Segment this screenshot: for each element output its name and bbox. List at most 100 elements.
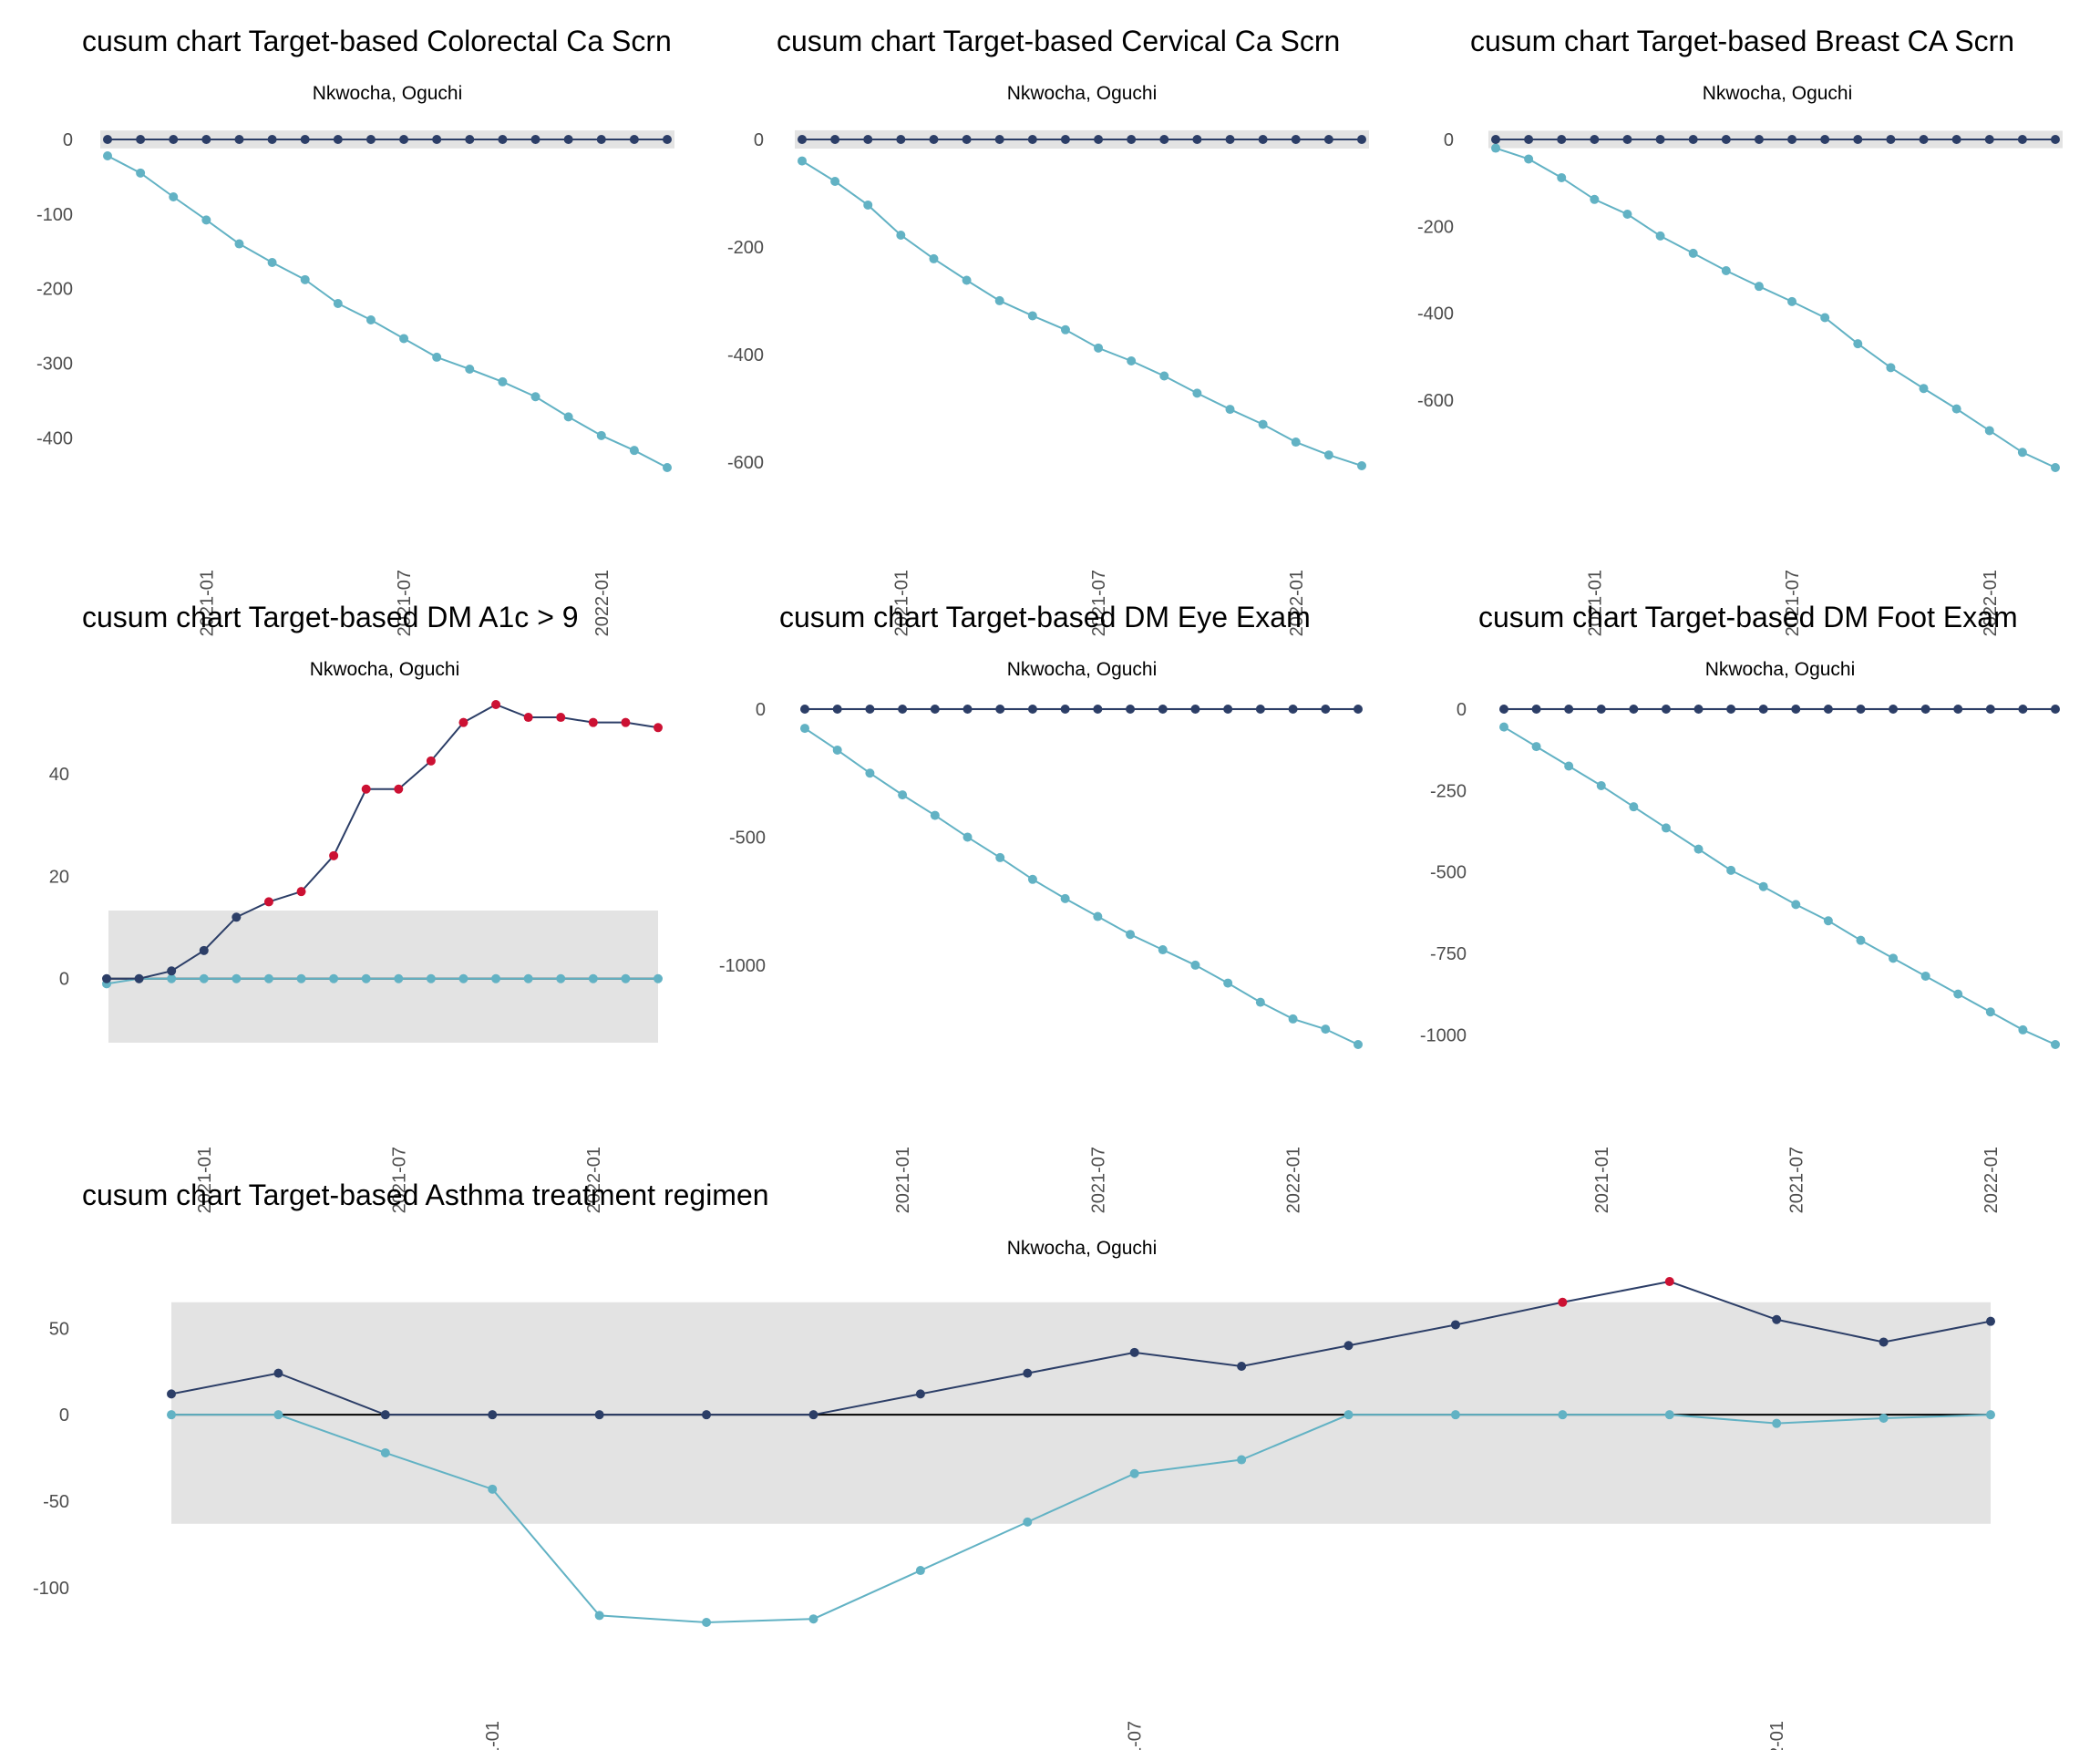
- upper-cusum-point: [2018, 705, 2028, 714]
- lower-cusum-point: [994, 295, 1004, 305]
- lower-cusum-point: [1531, 742, 1541, 752]
- y-tick-label: -100: [36, 205, 73, 225]
- upper-cusum-point: [498, 135, 508, 144]
- lower-cusum-point: [1879, 1413, 1889, 1423]
- x-tick-label: 2021-01: [893, 1147, 913, 1213]
- lower-cusum-point: [201, 215, 211, 225]
- upper-cusum-point: [1726, 705, 1736, 714]
- lower-cusum-point: [1524, 154, 1534, 164]
- upper-cusum-point: [830, 135, 840, 144]
- upper-cusum-point: [333, 135, 343, 144]
- upper-cusum-point: [1357, 135, 1366, 144]
- lower-cusum-point: [1223, 978, 1233, 988]
- x-tick-label: 2021-01: [1592, 1147, 1612, 1213]
- upper-cusum-point: [1159, 135, 1169, 144]
- lower-cusum-point: [629, 446, 639, 456]
- lower-cusum-point: [365, 315, 376, 324]
- plot-area: 0 -500 -1000 2021-01 2021-07 2022-01: [719, 700, 1363, 1213]
- lower-cusum-point: [808, 1614, 818, 1624]
- upper-cusum-point: [1886, 135, 1896, 144]
- lower-cusum-point: [1564, 761, 1574, 771]
- panel-subtitle: Nkwocha, Oguchi: [1705, 659, 1856, 680]
- lower-cusum-point: [1758, 881, 1768, 891]
- upper-cusum-point: [1985, 705, 1995, 714]
- lower-cusum-point: [1258, 419, 1268, 429]
- upper-cusum-point: [432, 135, 442, 144]
- upper-cusum-point: [896, 135, 906, 144]
- y-tick-label: -1000: [719, 956, 766, 976]
- upper-cusum-point: [563, 135, 573, 144]
- lower-cusum-point: [267, 258, 277, 267]
- upper-cusum-point: [267, 135, 277, 144]
- upper-cusum-point: [1820, 135, 1830, 144]
- lower-cusum-point: [1323, 450, 1333, 460]
- upper-cusum-point: [594, 1410, 604, 1420]
- lower-cusum-line: [801, 160, 1363, 467]
- upper-cusum-point: [962, 135, 972, 144]
- control-limit-band: [108, 910, 658, 1043]
- lower-cusum-point: [1920, 971, 1930, 981]
- lower-cusum-point: [103, 151, 112, 160]
- upper-cusum-point: [1721, 135, 1731, 144]
- plot-area: 0 -250 -500 -750 -1000 2021-01 2021-07 2022-01: [1420, 700, 2060, 1213]
- lower-cusum-point: [1450, 1410, 1460, 1420]
- lower-cusum-point: [1060, 893, 1070, 903]
- lower-cusum-point: [1622, 210, 1632, 220]
- upper-cusum-point: [103, 135, 112, 144]
- upper-cusum-line: [170, 1280, 1992, 1416]
- upper-cusum-point: [1127, 135, 1137, 144]
- upper-cusum-point: [1291, 135, 1301, 144]
- lower-cusum-point: [491, 973, 501, 983]
- lower-cusum-line: [171, 1414, 1992, 1624]
- lower-cusum-point: [1791, 900, 1801, 910]
- upper-cusum-point: [1951, 135, 1961, 144]
- lower-cusum-point: [1558, 1410, 1568, 1420]
- upper-cusum-point: [1192, 135, 1202, 144]
- lower-cusum-point: [1093, 911, 1103, 921]
- lower-cusum-point: [1853, 339, 1863, 349]
- upper-cusum-point: [530, 135, 540, 144]
- lower-cusum-point: [1721, 266, 1731, 275]
- lower-cusum-point: [167, 1410, 176, 1420]
- y-tick-label: 0: [1457, 700, 1467, 720]
- y-tick-label: 0: [1444, 130, 1454, 150]
- panel-subtitle: Nkwocha, Oguchi: [313, 83, 463, 104]
- lower-cusum-point: [995, 852, 1005, 862]
- signal-point: [588, 717, 598, 727]
- panel-subtitle: Nkwocha, Oguchi: [1703, 83, 1853, 104]
- lower-cusum-point: [380, 1447, 390, 1457]
- plot-area: 0 -200 -400 -600 2021-01 2021-07 2022-01: [1417, 130, 2063, 636]
- lower-cusum-point: [432, 352, 442, 362]
- x-tick-label: 2021-07: [395, 570, 415, 636]
- upper-cusum-point: [1491, 135, 1500, 144]
- lower-cusum-point: [2018, 1024, 2028, 1035]
- lower-cusum-point: [169, 192, 179, 201]
- lower-cusum-point: [2051, 1040, 2060, 1049]
- lower-cusum-point: [962, 275, 972, 285]
- panel-subtitle: Nkwocha, Oguchi: [1007, 659, 1158, 680]
- lower-cusum-point: [1772, 1418, 1782, 1428]
- upper-cusum-point: [962, 705, 973, 714]
- upper-cusum-point: [167, 966, 177, 976]
- upper-cusum-point: [1557, 135, 1567, 144]
- plot-area: 0 -100 -200 -300 -400 2021-01 2021-07 2022-01: [36, 130, 674, 636]
- lower-cusum-point: [1343, 1410, 1354, 1420]
- upper-cusum-point: [1225, 135, 1235, 144]
- lower-cusum-point: [1655, 231, 1665, 241]
- lower-cusum-point: [1664, 1410, 1674, 1420]
- lower-cusum-point: [488, 1484, 498, 1494]
- lower-cusum-point: [263, 973, 273, 983]
- lower-cusum-point: [1754, 282, 1764, 292]
- upper-cusum-point: [863, 135, 873, 144]
- x-tick-label: 2022-01: [1287, 570, 1307, 636]
- lower-cusum-point: [702, 1618, 712, 1627]
- lower-cusum-point: [199, 973, 209, 983]
- lower-cusum-point: [1060, 324, 1070, 335]
- x-tick-label: 2021-01: [891, 570, 911, 636]
- signal-point: [263, 897, 273, 907]
- upper-cusum-point: [702, 1410, 712, 1420]
- control-limit-band: [171, 1302, 1991, 1524]
- lower-cusum-point: [1354, 1040, 1363, 1049]
- upper-cusum-point: [1688, 135, 1698, 144]
- upper-cusum-point: [1094, 135, 1104, 144]
